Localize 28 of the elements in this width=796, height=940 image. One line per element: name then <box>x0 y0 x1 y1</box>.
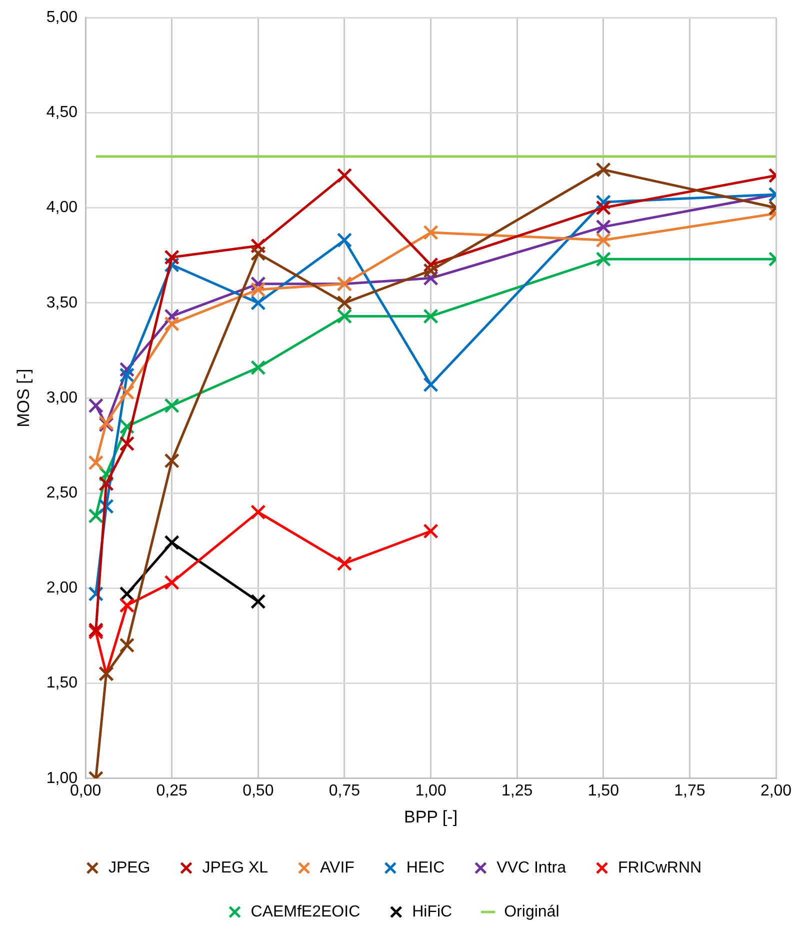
legend-label: JPEG XL <box>202 859 268 876</box>
x-tick-label: 1,25 <box>502 782 533 800</box>
x-tick-label: 0,75 <box>328 782 360 800</box>
y-tick-label: 3,50 <box>46 294 78 312</box>
y-axis-title: MOS [-] <box>14 368 33 428</box>
x-axis-title: BPP [-] <box>404 807 458 826</box>
legend-label: HEIC <box>406 859 445 876</box>
x-tick-label: 1,50 <box>588 782 620 800</box>
x-tick-label: 1,75 <box>674 782 706 800</box>
legend-label: Originál <box>504 903 560 920</box>
y-tick-label: 2,00 <box>46 580 78 597</box>
y-tick-label: 3,00 <box>46 389 78 406</box>
x-tick-label: 0,50 <box>242 782 274 800</box>
y-tick-label: 4,50 <box>46 104 78 122</box>
legend-label: CAEMfE2EOIC <box>250 903 360 920</box>
legend-label: FRICwRNN <box>618 859 702 876</box>
y-tick-label: 5,00 <box>46 9 78 26</box>
legend-label: HiFiC <box>412 903 452 920</box>
legend-label: VVC Intra <box>496 859 566 876</box>
x-tick-label: 0,00 <box>70 782 102 800</box>
y-tick-label: 2,50 <box>46 484 78 502</box>
legend-label: AVIF <box>320 859 355 876</box>
x-tick-label: 1,00 <box>415 782 446 800</box>
x-tick-label: 0,25 <box>156 782 188 800</box>
x-tick-label: 2,00 <box>760 782 792 800</box>
legend-label: JPEG <box>108 859 150 876</box>
y-tick-label: 4,00 <box>46 199 78 216</box>
y-tick-label: 1,50 <box>46 674 78 692</box>
